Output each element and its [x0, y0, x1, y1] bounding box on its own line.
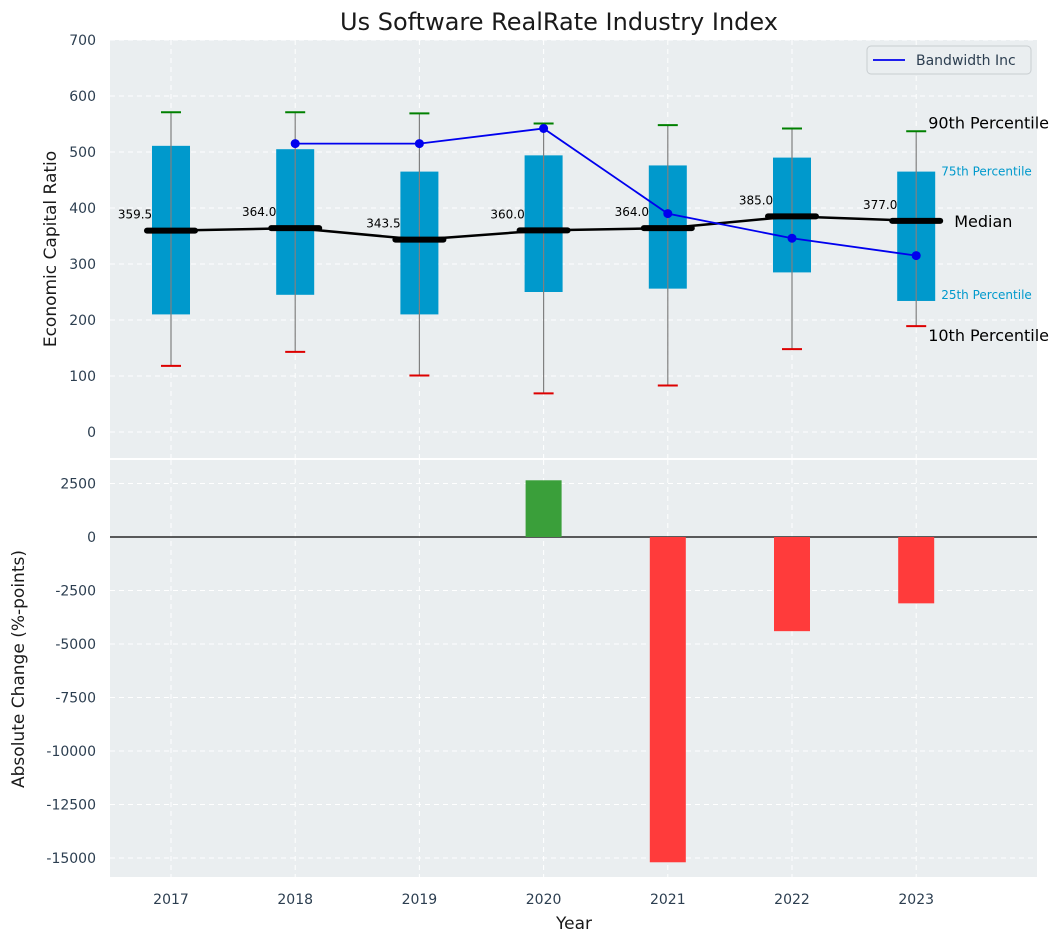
bottom-chart-marks: [110, 480, 1037, 863]
x-tick-label: 2022: [774, 892, 810, 908]
x-tick-label: 2020: [526, 892, 562, 908]
change-bar-positive: [525, 480, 562, 537]
median-value-label: 359.5: [118, 208, 152, 222]
top-chart-marks: 359.5 364.0 343.5 360.0 364.0 385.0 377.0 90th …: [118, 111, 1049, 395]
top-y-tick-label: 200: [69, 313, 96, 329]
x-tick-label: 2019: [402, 892, 438, 908]
bottom-y-tick-label: -12500: [46, 798, 96, 814]
median-value-label: 364.0: [615, 205, 649, 219]
annotation-median: Median: [954, 212, 1012, 231]
series-point-bandwidth: [787, 233, 797, 243]
bottom-y-tick-label: -10000: [46, 744, 96, 760]
change-bar-negative: [774, 537, 810, 632]
series-point-bandwidth: [290, 139, 300, 149]
median-value-label: 385.0: [739, 193, 773, 207]
bottom-y-axis-label: Absolute Change (%-points): [9, 550, 29, 788]
legend-label-bandwidth: Bandwidth Inc: [916, 53, 1016, 69]
top-y-axis-label: Economic Capital Ratio: [41, 151, 61, 347]
top-y-tick-label: 500: [69, 145, 96, 161]
change-bar-negative: [649, 537, 686, 863]
bottom-y-tick-label: -15000: [46, 851, 96, 867]
median-value-label: 343.5: [366, 217, 400, 231]
annotation-p90: 90th Percentile: [928, 113, 1049, 132]
legend-box: [866, 45, 1032, 75]
bottom-y-tick-label: -7500: [55, 691, 96, 707]
x-axis-label: Year: [555, 914, 592, 934]
chart-title: Us Software RealRate Industry Index: [340, 8, 778, 36]
top-y-tick-label: 600: [69, 89, 96, 105]
annotation-p10: 10th Percentile: [928, 326, 1049, 345]
x-tick-label: 2018: [277, 892, 313, 908]
top-y-tick-label: 300: [69, 257, 96, 273]
legend: Bandwidth Inc: [866, 45, 1032, 75]
bottom-y-tick-label: -2500: [55, 584, 96, 600]
x-tick-label: 2023: [898, 892, 934, 908]
series-point-bandwidth: [539, 123, 549, 133]
median-value-label: 364.0: [242, 205, 276, 219]
top-y-tick-label: 700: [69, 33, 96, 49]
axis-tick-labels: 0 100 200 300 400 500 600 700 2500 0 -2500 -5000 -75…: [46, 33, 934, 908]
annotation-p25: 25th Percentile: [941, 288, 1032, 302]
top-plot-area: [110, 40, 1037, 458]
series-point-bandwidth: [414, 139, 424, 149]
bottom-plot-area: [110, 460, 1037, 877]
series-point-bandwidth: [663, 209, 673, 219]
top-y-tick-label: 400: [69, 201, 96, 217]
series-line-bandwidth: [295, 127, 917, 257]
x-tick-label: 2017: [153, 892, 189, 908]
annotation-p75: 75th Percentile: [941, 165, 1032, 179]
median-value-label: 360.0: [490, 207, 524, 221]
x-tick-label: 2021: [650, 892, 686, 908]
top-y-tick-label: 100: [69, 369, 96, 385]
change-bar-negative: [898, 537, 935, 604]
series-point-bandwidth: [911, 251, 921, 261]
top-y-tick-label: 0: [87, 425, 96, 441]
bottom-y-tick-label: -5000: [55, 637, 96, 653]
median-value-label: 377.0: [863, 198, 897, 212]
bottom-y-tick-label: 2500: [60, 477, 96, 493]
bottom-y-tick-label: 0: [87, 530, 96, 546]
